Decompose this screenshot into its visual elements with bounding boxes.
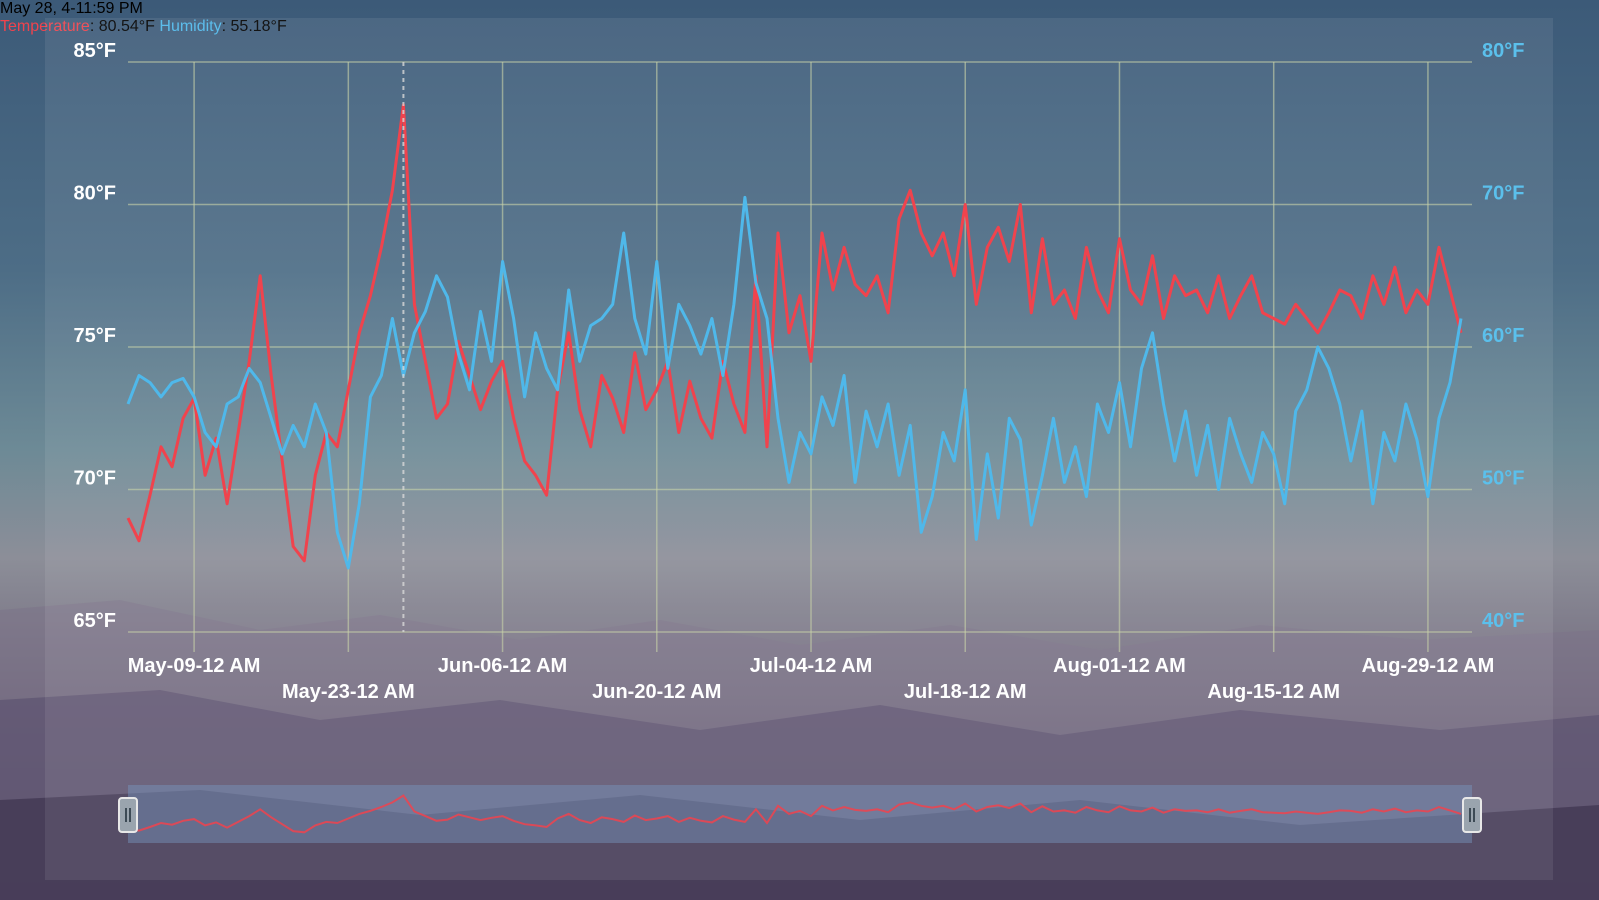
y-left-tick-label: 80°F [74,183,116,205]
series-group [126,103,1463,570]
tooltip-humidity-label: Humidity [159,18,222,35]
y-right-tick-label: 40°F [1482,610,1524,632]
x-tick-label: Aug-29-12 AM [1362,655,1495,677]
x-tick-label: Jul-04-12 AM [750,655,873,677]
y-left-tick-label: 65°F [74,610,116,632]
navigator-right-handle[interactable] [1462,797,1482,833]
x-axis: May-09-12 AM May-23-12 AM Jun-06-12 AM Jun-… [128,655,1494,703]
y-left-tick-label: 85°F [74,40,116,62]
navigator-temperature-line [127,794,1462,834]
y-right-tick-label: 70°F [1482,183,1524,205]
tooltip-temperature-value: 80.54°F [98,18,155,35]
series-line-temperature [126,103,1463,563]
y-axis-left: 65°F 70°F 75°F 80°F 85°F [74,40,116,632]
tooltip-date: May 28, 4-11:59 PM [0,0,143,17]
navigator-track[interactable] [128,785,1472,843]
navigator-series-line [127,794,1462,834]
y-right-tick-label: 80°F [1482,40,1524,62]
y-axis-right: 40°F 50°F 60°F 70°F 80°F [1482,40,1524,632]
x-tick-label: Jun-06-12 AM [438,655,567,677]
y-right-tick-label: 60°F [1482,325,1524,347]
navigator-left-handle[interactable] [118,797,138,833]
range-navigator[interactable] [118,785,1482,843]
x-tick-label: May-09-12 AM [128,655,261,677]
chart-grid [128,61,1472,652]
y-left-tick-label: 70°F [74,468,116,490]
x-tick-label: Jul-18-12 AM [904,681,1027,703]
x-tick-label: Aug-01-12 AM [1053,655,1186,677]
x-tick-label: May-23-12 AM [282,681,415,703]
tooltip-separator: : [221,18,231,35]
tooltip-temperature-label: Temperature [0,18,90,35]
y-left-tick-label: 75°F [74,325,116,347]
y-right-tick-label: 50°F [1482,468,1524,490]
tooltip-separator: : [89,18,99,35]
x-tick-label: Aug-15-12 AM [1207,681,1340,703]
x-tick-label: Jun-20-12 AM [592,681,721,703]
chart-panel [45,18,1553,880]
tooltip-values: Temperature: 80.54°F Humidity: 55.18°F [0,18,1599,36]
tooltip-humidity-value: 55.18°F [230,18,287,35]
series-line-humidity [126,195,1463,570]
